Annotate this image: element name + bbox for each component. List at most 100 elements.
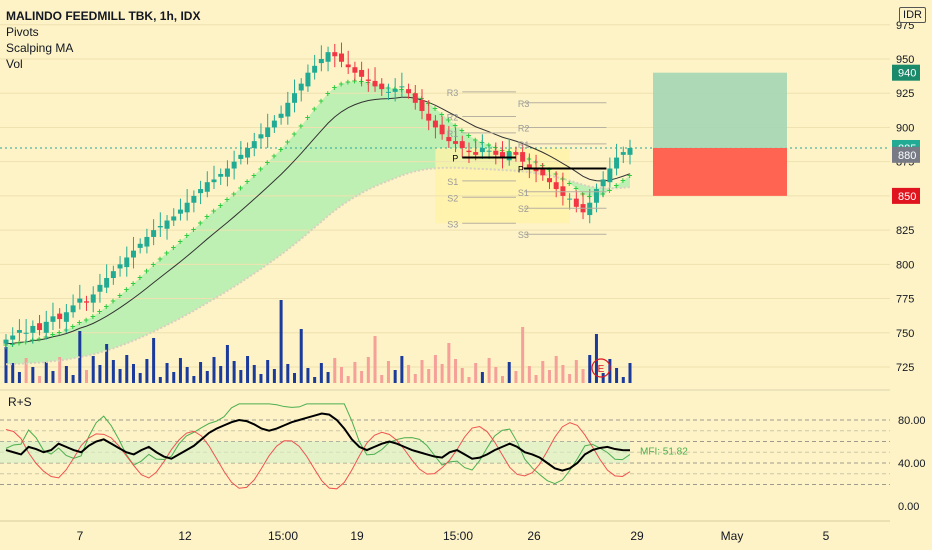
scalping-ma-mark: + [124, 285, 129, 295]
candle-body [224, 168, 230, 177]
scalping-ma-mark: + [265, 157, 270, 167]
candle-body [231, 161, 237, 169]
volume-bar [501, 376, 505, 383]
volume-bar [447, 343, 451, 383]
indicator-pivots[interactable]: Pivots [6, 25, 39, 39]
candle-body [419, 100, 425, 112]
candle-body [587, 202, 593, 216]
symbol-title[interactable]: MALINDO FEEDMILL TBK, 1h, IDX [6, 9, 201, 23]
candle-body [10, 335, 16, 340]
candle-body [77, 298, 83, 303]
candle-body [453, 141, 459, 144]
candle-body [432, 120, 438, 128]
scalping-ma-mark: + [144, 266, 149, 276]
volume-bar [628, 363, 632, 383]
scalping-ma-mark: + [104, 302, 109, 312]
volume-bar [514, 371, 518, 383]
volume-bar [413, 374, 417, 383]
volume-bar [185, 367, 189, 383]
slow-ma-line [5, 166, 631, 366]
volume-bar [507, 362, 511, 383]
candle-body [520, 152, 526, 162]
volume-bar [427, 369, 431, 383]
volume-bar [574, 360, 578, 383]
candle-body [238, 154, 244, 159]
price-tick-label: 750 [896, 328, 914, 340]
scalping-ma-mark: + [459, 125, 464, 135]
pivot-label-next-p: P [518, 165, 524, 175]
pivots-layer: R3 R3 R2 R2 R1 R1 P P S1 S1 S2 S2 S3 S3 [447, 88, 607, 240]
candle-body [506, 152, 512, 161]
volume-bar [44, 362, 48, 383]
earnings-marker-text: E [598, 364, 605, 375]
candle-body [338, 53, 344, 62]
volume-layer: E [4, 300, 632, 383]
candle-body [345, 64, 351, 68]
chart-legend: MALINDO FEEDMILL TBK, 1h, IDX Pivots Sca… [6, 8, 200, 72]
volume-bar [373, 336, 377, 383]
scalping-ma-mark: + [37, 334, 42, 344]
scalping-ma-mark: + [177, 236, 182, 246]
candle-body [37, 323, 43, 331]
currency-badge[interactable]: IDR [899, 7, 926, 23]
volume-bar [554, 356, 558, 383]
scalping-ma-mark: + [325, 88, 330, 98]
scalping-ma-mark: + [439, 109, 444, 119]
volume-bar [353, 362, 357, 383]
candle-body [298, 83, 304, 91]
candle-body [325, 52, 331, 62]
volume-bar [527, 366, 531, 383]
candle-body [479, 147, 485, 153]
scalping-ma-mark: + [90, 311, 95, 321]
candles-layer [3, 42, 633, 350]
price-badge-target [892, 64, 920, 81]
candle-body [130, 250, 136, 258]
volume-bar [98, 365, 102, 383]
volume-bar [440, 364, 444, 383]
pivot-label-s1: S1 [447, 177, 458, 187]
scalping-ma-mark: + [627, 171, 632, 181]
volume-bar [454, 359, 458, 383]
candle-body [151, 230, 157, 237]
candle-body [533, 168, 539, 172]
scalping-ma-mark: + [573, 184, 578, 194]
volume-bar [165, 363, 169, 383]
candle-body [526, 164, 532, 169]
volume-bar [225, 345, 229, 383]
indicator-scalping-ma[interactable]: Scalping MA [6, 41, 74, 55]
candle-body [177, 209, 183, 214]
candle-body [171, 216, 177, 221]
indicator-vol[interactable]: Vol [6, 57, 23, 71]
price-tick-label: 925 [896, 88, 914, 100]
volume-bar [534, 375, 538, 383]
candle-body [245, 147, 251, 158]
price-tick-label: 825 [896, 225, 914, 237]
candle-body [486, 150, 492, 152]
volume-bar [386, 361, 390, 383]
scalping-ma-mark: + [614, 181, 619, 191]
scalping-ma-mark: + [151, 260, 156, 270]
pivot-label-r2: R2 [447, 112, 459, 122]
price-badge-ma [892, 146, 920, 163]
candle-body [184, 202, 190, 213]
price-badge-text-ma: 880 [898, 150, 916, 162]
volume-bar [266, 360, 270, 383]
scalping-ma-mark: + [453, 120, 458, 130]
volume-bar [105, 344, 109, 383]
scalping-ma-mark: + [278, 144, 283, 154]
subpane-label[interactable]: R+S [8, 395, 32, 409]
volume-bar [111, 360, 115, 383]
candle-body [406, 89, 412, 94]
candle-body [204, 182, 210, 192]
volume-bar [212, 357, 216, 383]
volume-bar [594, 334, 598, 383]
candle-body [164, 220, 170, 229]
candle-body [16, 330, 22, 333]
candle-body [392, 89, 398, 92]
candle-body [473, 152, 479, 155]
volume-bar [51, 371, 55, 383]
candle-body [110, 271, 116, 279]
candle-body [493, 150, 499, 155]
scalping-ma-mark: + [198, 218, 203, 228]
